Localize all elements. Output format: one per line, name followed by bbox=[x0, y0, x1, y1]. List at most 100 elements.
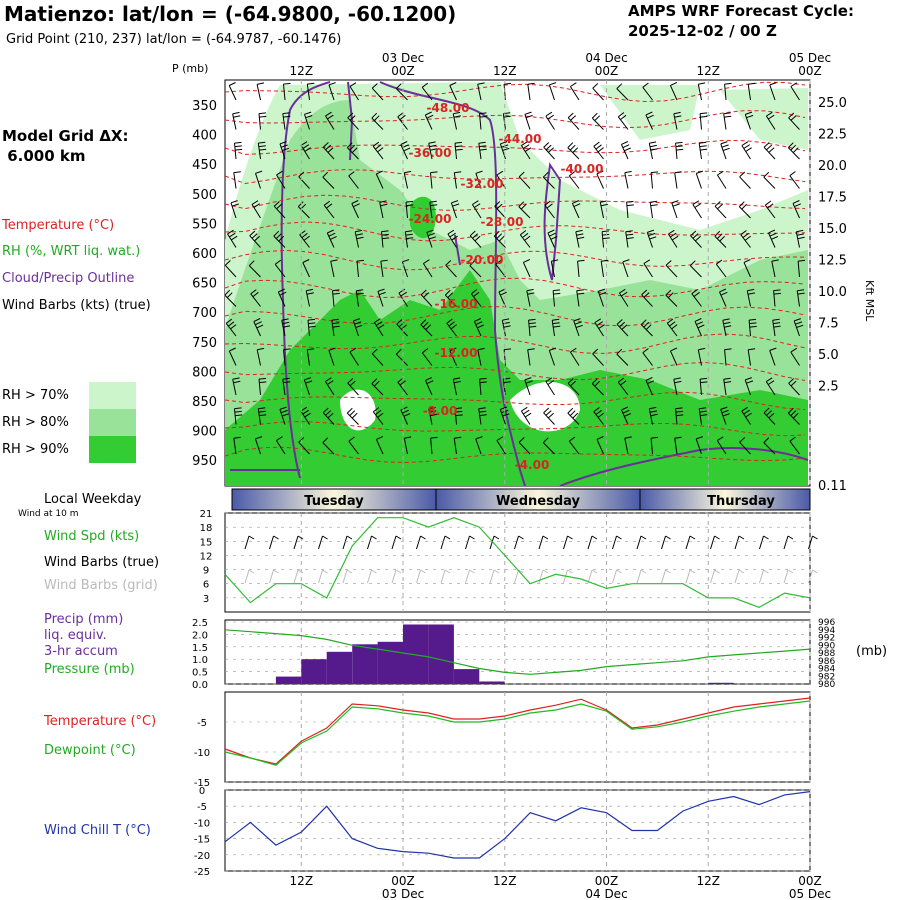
wind-barb bbox=[479, 113, 482, 130]
surface-wind-barb-true bbox=[759, 535, 764, 550]
height-tick: 22.5 bbox=[818, 128, 847, 143]
wind-barb bbox=[351, 203, 359, 219]
wind-barb-flag bbox=[787, 407, 794, 414]
surface-wind-barb-grid bbox=[759, 569, 764, 584]
wind-barb-flag bbox=[600, 200, 608, 203]
wind-barb-flag bbox=[283, 82, 291, 85]
wind-barb bbox=[575, 231, 580, 248]
wind-barb-flag bbox=[570, 380, 577, 387]
wind-barb-flag bbox=[643, 292, 650, 298]
wind-barb bbox=[273, 235, 286, 248]
wind-speed-tick: 9 bbox=[203, 566, 209, 577]
wind-barb bbox=[279, 143, 286, 160]
pressure-tick: 800 bbox=[192, 365, 217, 380]
wind-barb bbox=[380, 261, 384, 278]
wind-barb bbox=[650, 438, 653, 455]
wind-barb bbox=[400, 409, 408, 425]
wind-barb bbox=[326, 232, 335, 248]
wind-barb-flag bbox=[375, 144, 382, 150]
wind-barb bbox=[274, 263, 286, 278]
model-grid-dx: Model Grid ΔX: 6.000 km bbox=[2, 126, 129, 166]
wind-barb bbox=[748, 320, 751, 337]
wind-barb bbox=[346, 412, 359, 425]
wind-barb-flag bbox=[593, 141, 600, 147]
precip-bar bbox=[352, 644, 378, 684]
wind-barb bbox=[395, 353, 408, 366]
pressure-tick: 750 bbox=[192, 336, 217, 351]
wind-barb-flag bbox=[545, 144, 552, 151]
wind-barb bbox=[741, 410, 751, 425]
wind-barb-flag bbox=[371, 112, 378, 119]
wind-barb-flag bbox=[671, 324, 678, 330]
wind-barb-flag bbox=[256, 82, 265, 85]
surface-wind-barb-grid bbox=[612, 569, 617, 584]
wind-barb-flag bbox=[249, 230, 256, 237]
pressure-tick: 550 bbox=[192, 217, 217, 232]
wind-barb-flag bbox=[429, 200, 437, 203]
wind-barb-flag bbox=[472, 233, 479, 239]
surface-wind-barb-true bbox=[808, 535, 813, 550]
wind-barb-flag bbox=[602, 230, 610, 233]
wind-chill-tick: -20 bbox=[194, 851, 210, 862]
wind-barb bbox=[518, 176, 531, 189]
sounding-axis-ticks: 350 400 450 500 550 600 650 700 750 800 850 900 950 2… bbox=[192, 96, 847, 494]
wind-barb-flag bbox=[767, 203, 774, 209]
wind-barb-flag bbox=[766, 111, 773, 117]
temperature-contour-label: -36.00 bbox=[409, 146, 452, 160]
wind-barb-flag bbox=[474, 318, 482, 322]
wind-barb-flag bbox=[674, 436, 682, 439]
temperature-contour-label: -40.00 bbox=[561, 162, 604, 176]
temperature-contour-label: -12.00 bbox=[435, 346, 478, 360]
wind-barb-flag bbox=[376, 321, 383, 326]
wind-barb bbox=[674, 172, 678, 189]
wind-barb-flag bbox=[355, 229, 363, 233]
wind-barb bbox=[763, 146, 776, 160]
wind-barb-flag bbox=[500, 406, 508, 410]
wind-barb-flag bbox=[768, 412, 775, 419]
dewpoint-line bbox=[224, 700, 811, 766]
wind-barb bbox=[233, 438, 237, 455]
wind-barb-flag bbox=[592, 348, 599, 355]
wind-barb-flag bbox=[233, 436, 241, 439]
wind-barb-flag bbox=[332, 325, 340, 328]
wind-barb-flag bbox=[616, 319, 623, 325]
wind-chill-tick: -5 bbox=[197, 802, 207, 813]
surface-wind-barb-grid bbox=[587, 569, 593, 584]
wind-barb bbox=[746, 290, 751, 307]
wind-barb bbox=[282, 113, 286, 130]
surface-wind-barb-grid-flag bbox=[812, 569, 818, 574]
temperature-contour-label: -24.00 bbox=[409, 212, 452, 226]
wind-barb-flag bbox=[349, 82, 357, 87]
wind-barb bbox=[452, 379, 457, 396]
wind-barb-flag bbox=[479, 381, 487, 384]
wind-barb-flag bbox=[276, 170, 283, 176]
wind-barb-flag bbox=[479, 115, 487, 118]
surface-wind-barb-true-flag bbox=[297, 535, 304, 540]
wind-barb-flag bbox=[478, 141, 486, 144]
wind-barb-flag bbox=[224, 289, 231, 296]
wind-barb bbox=[322, 176, 335, 189]
wind-barb-flag bbox=[798, 259, 806, 262]
wind-barb-flag bbox=[332, 322, 340, 325]
wind-barb-flag bbox=[496, 436, 504, 441]
wind-chill-plot: 0 -5 -10 -15 -20 -25 bbox=[194, 786, 811, 878]
height-tick: 5.0 bbox=[818, 348, 839, 363]
wind-barb-flag bbox=[649, 144, 657, 148]
wind-barb-flag bbox=[575, 324, 583, 328]
wind-barb-flag bbox=[469, 230, 476, 237]
wind-barb-flag bbox=[251, 233, 258, 239]
wind-barb-flag bbox=[724, 115, 732, 118]
wind-barb-flag bbox=[258, 145, 266, 148]
pressure-tick: 994 bbox=[818, 626, 835, 636]
wind-barb-flag bbox=[502, 321, 510, 325]
wind-barb-flag bbox=[353, 318, 361, 322]
sounding-wind-barbs bbox=[224, 82, 806, 455]
wind-barb-flag bbox=[720, 291, 728, 296]
temp-frame bbox=[224, 691, 811, 783]
wind-barb bbox=[428, 408, 433, 425]
wind-barb-flag bbox=[451, 200, 459, 204]
wind-barb-flag bbox=[675, 407, 683, 410]
wind-barb-flag bbox=[273, 230, 280, 237]
wind-barb-flag bbox=[567, 112, 574, 119]
surface-wind-barb-grid bbox=[538, 569, 544, 584]
